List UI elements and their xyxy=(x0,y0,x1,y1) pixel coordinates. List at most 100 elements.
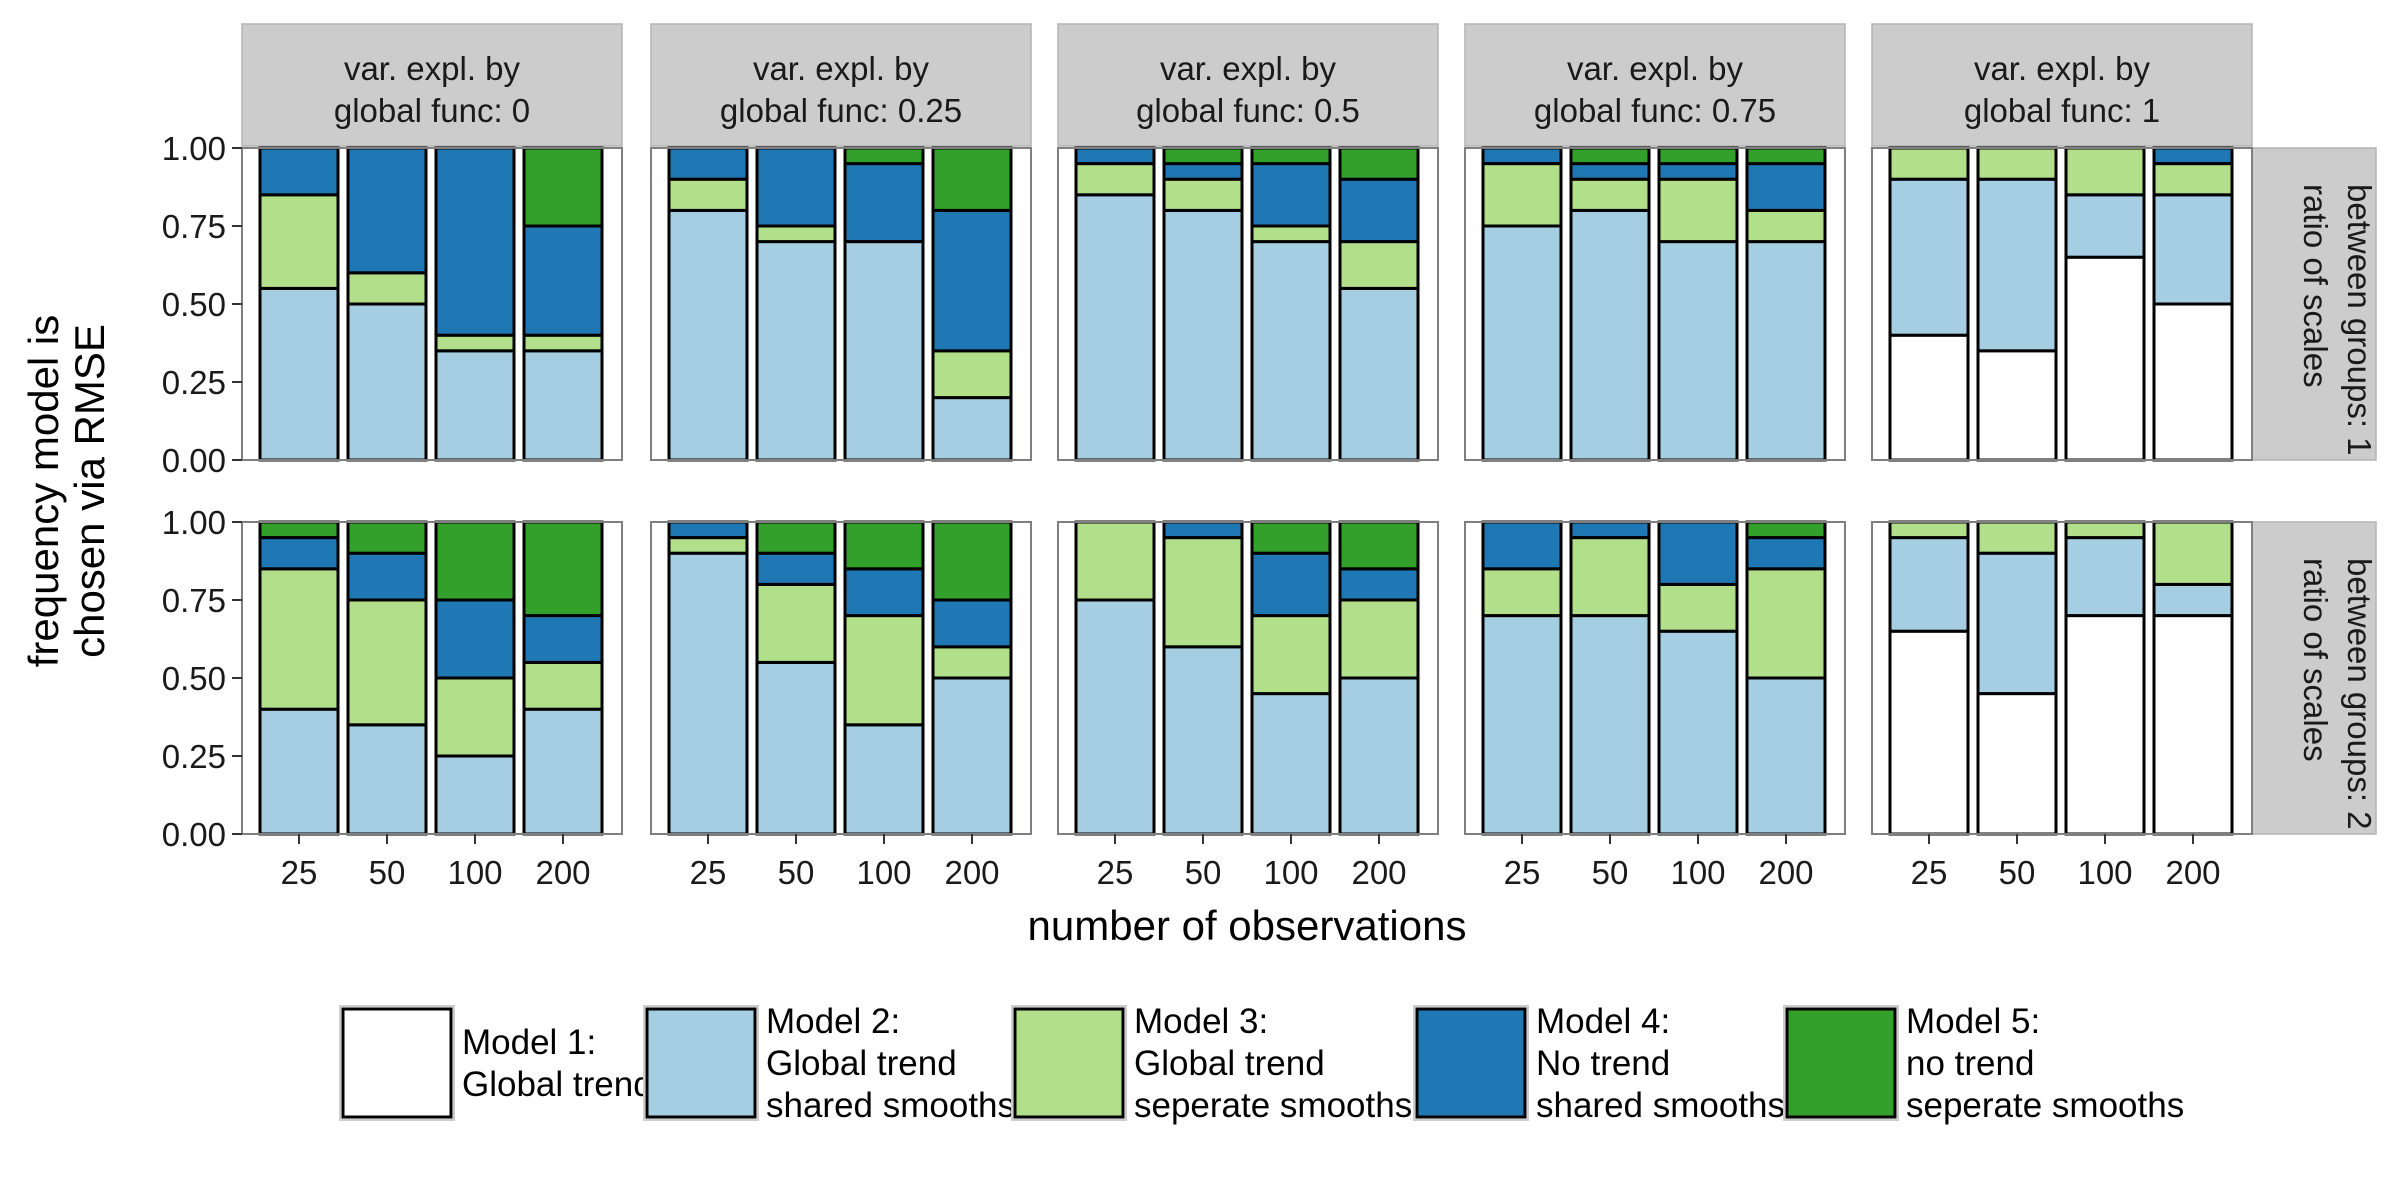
bar-segment-model-5 xyxy=(346,520,428,555)
bar-segment-model-3 xyxy=(346,271,428,306)
x-tick-label: 100 xyxy=(1670,854,1725,891)
y-axis: 0.00 0.25 0.50 0.75 1.00 0.00 0.25 0.50 0.75 1.00 xyxy=(162,130,242,853)
legend-label: Model 4: xyxy=(1536,1002,1670,1041)
bar-segment-model-2 xyxy=(1074,193,1156,462)
bar-segment-model-3 xyxy=(2152,162,2234,197)
bar-segment-model-2 xyxy=(1481,224,1563,462)
bar-segment-model-3 xyxy=(1162,536,1244,649)
bar-segment-model-3 xyxy=(434,333,516,353)
bar-segment-model-1 xyxy=(2152,302,2234,462)
y-axis-title-line: frequency model is xyxy=(20,315,67,668)
bar-segment-model-4 xyxy=(346,551,428,602)
bar-segment-model-3 xyxy=(2152,520,2234,586)
bar-segment-model-4 xyxy=(931,598,1013,649)
panel-border xyxy=(1871,521,2253,835)
bar-segment-model-3 xyxy=(258,193,340,290)
bar-segment-model-3 xyxy=(2064,146,2146,197)
bar-segment-model-1 xyxy=(2152,614,2234,836)
bar-segment-model-4 xyxy=(1338,177,1420,244)
column-strip-label: global func: 0.75 xyxy=(1534,92,1776,129)
legend-swatch-model-1 xyxy=(341,1007,453,1119)
bar-segment-model-5 xyxy=(1338,146,1420,181)
bar-segment-model-5 xyxy=(843,146,925,166)
bar-segment-model-1 xyxy=(2064,614,2146,836)
column-strip-label: var. expl. by xyxy=(753,50,930,87)
bar-segment-model-4 xyxy=(522,614,604,664)
bar-segment-model-3 xyxy=(1657,582,1739,633)
column-strip-2 xyxy=(1057,23,1439,147)
bar-segment-model-5 xyxy=(755,520,837,555)
legend-label: seperate smooths xyxy=(1134,1086,1412,1125)
bar-segment-model-4 xyxy=(667,146,749,181)
bar-segment-model-4 xyxy=(1162,162,1244,181)
y-tick-label: 0.00 xyxy=(162,442,226,479)
bar-segment-model-5 xyxy=(1250,520,1332,555)
bar-segment-model-2 xyxy=(667,208,749,462)
bar-segment-model-3 xyxy=(1976,520,2058,555)
bar-segment-model-5 xyxy=(931,520,1013,602)
y-tick-label: 0.50 xyxy=(162,660,226,697)
x-axis: 25 50 100 200 25 50 100 200 25 50 100 200 25 50 100 200… xyxy=(281,834,2221,891)
bar-segment-model-2 xyxy=(2152,582,2234,618)
bar-segment-model-3 xyxy=(667,536,749,555)
bar-segment-model-2 xyxy=(1481,614,1563,836)
bar-segment-model-4 xyxy=(2152,146,2234,166)
bar-segment-model-3 xyxy=(1888,146,1970,181)
y-tick-label: 1.00 xyxy=(162,130,226,167)
x-tick-label: 200 xyxy=(535,854,590,891)
bar-segment-model-5 xyxy=(522,146,604,228)
panel-border xyxy=(1464,147,1846,461)
y-tick-label: 0.00 xyxy=(162,816,226,853)
bar-segment-model-3 xyxy=(1250,224,1332,244)
bar-segment-model-5 xyxy=(434,520,516,602)
bar-segment-model-4 xyxy=(1569,162,1651,181)
bar-segment-model-4 xyxy=(1657,520,1739,586)
column-strip-0 xyxy=(241,23,623,147)
x-axis-title: number of observations xyxy=(1028,902,1467,949)
legend-swatch-model-3 xyxy=(1013,1007,1125,1119)
bar-segment-model-2 xyxy=(1657,629,1739,836)
x-tick-label: 200 xyxy=(1351,854,1406,891)
bar-segment-model-2 xyxy=(1162,645,1244,836)
column-strip-label: global func: 0 xyxy=(334,92,530,129)
x-tick-label: 100 xyxy=(1263,854,1318,891)
bar-segment-model-2 xyxy=(1745,676,1827,836)
bar-segment-model-5 xyxy=(1250,146,1332,166)
bar-segment-model-3 xyxy=(1338,598,1420,680)
y-tick-label: 0.25 xyxy=(162,364,226,401)
bar-segment-model-3 xyxy=(1569,177,1651,212)
bar-segment-model-4 xyxy=(1569,520,1651,540)
row-strip-label: ratio of scales xyxy=(2297,184,2334,388)
y-axis-title-line: chosen via RMSE xyxy=(66,324,113,658)
bar-segment-model-5 xyxy=(1657,146,1739,166)
bar-segment-model-2 xyxy=(1338,676,1420,836)
bar-segment-model-2 xyxy=(931,396,1013,462)
row-strip-1 xyxy=(2251,521,2377,835)
column-strip-label: var. expl. by xyxy=(1974,50,2151,87)
y-tick-label: 0.25 xyxy=(162,738,226,775)
bar-segment-model-2 xyxy=(1250,240,1332,462)
bar-segment-model-4 xyxy=(755,146,837,228)
column-strip-3 xyxy=(1464,23,1846,147)
x-tick-label: 25 xyxy=(1911,854,1948,891)
panel-border xyxy=(1057,521,1439,835)
x-tick-label: 200 xyxy=(1758,854,1813,891)
bar-segment-model-2 xyxy=(1657,240,1739,462)
legend-label: shared smooths xyxy=(766,1086,1015,1125)
legend-swatch-model-5 xyxy=(1785,1007,1897,1119)
bar-segment-model-1 xyxy=(2064,255,2146,462)
row-strip-label: between groups: 2 xyxy=(2341,558,2378,830)
bar-segment-model-2 xyxy=(667,551,749,836)
legend-label: shared smooths xyxy=(1536,1086,1785,1125)
bar-segment-model-4 xyxy=(1481,146,1563,166)
facet-panels xyxy=(241,146,2253,836)
bar-segment-model-3 xyxy=(667,177,749,212)
bar-segment-model-2 xyxy=(2064,193,2146,259)
legend-label: Model 1: xyxy=(462,1023,596,1062)
bar-segment-model-4 xyxy=(1745,162,1827,212)
bar-segment-model-3 xyxy=(1888,520,1970,540)
bar-segment-model-2 xyxy=(522,707,604,836)
bar-segment-model-2 xyxy=(1250,692,1332,836)
bar-segment-model-4 xyxy=(843,162,925,244)
bar-segment-model-4 xyxy=(1745,536,1827,571)
